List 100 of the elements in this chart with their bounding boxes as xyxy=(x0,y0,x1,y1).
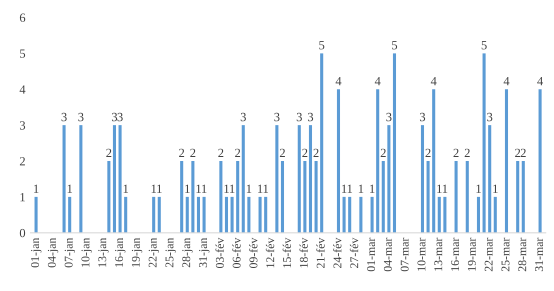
x-tick-label: 15-fév xyxy=(282,238,292,268)
data-label: 3 xyxy=(62,112,67,122)
data-label: 4 xyxy=(430,76,437,86)
bar xyxy=(482,53,486,233)
bar xyxy=(522,161,525,233)
bar xyxy=(107,161,110,233)
x-tick-label: 28-jan xyxy=(182,238,193,268)
data-label: 3 xyxy=(240,112,246,122)
x-tick-label: 04-jan xyxy=(48,238,58,268)
data-label: 5 xyxy=(392,41,398,50)
bar xyxy=(180,161,184,233)
data-label: 2 xyxy=(464,148,470,157)
x-tick-label: 31-mar xyxy=(535,238,544,272)
bar xyxy=(488,125,492,233)
bar xyxy=(382,161,385,233)
bar xyxy=(320,53,324,233)
data-label: 1 xyxy=(185,184,190,193)
data-label: 1 xyxy=(493,184,498,193)
bar xyxy=(432,89,436,233)
x-tick-label: 21-fév xyxy=(316,238,325,268)
x-tick-label: 19-mar xyxy=(468,238,476,271)
bar xyxy=(258,196,262,233)
x-tick-label: 07-jan xyxy=(64,238,76,268)
data-label: 1 xyxy=(196,184,201,193)
bar xyxy=(466,161,469,233)
data-label: 3 xyxy=(112,112,118,122)
bar xyxy=(308,125,312,233)
data-label: 2 xyxy=(106,148,112,157)
data-label: 2 xyxy=(218,148,224,157)
data-label: 1 xyxy=(224,184,229,193)
data-label: 1 xyxy=(152,184,156,193)
data-label: 3 xyxy=(118,112,123,122)
bar xyxy=(34,196,38,233)
x-tick-label: 12-fév xyxy=(266,238,274,268)
bar xyxy=(443,196,446,233)
x-tick-label: 10-jan xyxy=(81,238,92,267)
data-label: 1 xyxy=(358,184,364,193)
bar xyxy=(342,196,346,233)
bar xyxy=(359,196,362,233)
bar xyxy=(454,161,458,233)
data-label: 3 xyxy=(308,112,314,122)
bar xyxy=(476,196,480,233)
bar xyxy=(303,161,306,233)
x-tick-label: 18-fév xyxy=(299,238,308,268)
bar xyxy=(275,125,278,233)
bar xyxy=(426,161,430,233)
x-tick-label: 22-mar xyxy=(484,238,493,272)
bar xyxy=(196,196,200,233)
data-label: 1 xyxy=(437,184,442,193)
bar xyxy=(376,89,380,233)
y-tick-label: 4 xyxy=(20,85,26,94)
data-label: 2 xyxy=(235,148,240,157)
x-tick-label: 01-jan xyxy=(31,238,42,268)
bar xyxy=(264,196,268,233)
data-label: 2 xyxy=(190,148,196,157)
bar xyxy=(186,196,189,233)
bar xyxy=(118,125,122,233)
bar xyxy=(420,125,424,233)
bar xyxy=(68,196,72,233)
data-label: 1 xyxy=(124,184,128,193)
data-label: 2 xyxy=(314,148,319,157)
data-label: 3 xyxy=(78,112,84,122)
bar xyxy=(387,125,390,233)
data-label: 2 xyxy=(280,148,285,157)
data-label: 1 xyxy=(264,184,268,193)
data-label: 1 xyxy=(370,184,374,193)
bar xyxy=(370,196,374,233)
bar xyxy=(219,161,222,233)
bar xyxy=(62,125,66,233)
data-label: 5 xyxy=(482,41,487,50)
data-label: 2 xyxy=(426,148,431,157)
data-label: 2 xyxy=(520,148,526,157)
x-tick-label: 10-mar xyxy=(417,238,426,271)
y-tick-label: 6 xyxy=(20,14,26,22)
bar xyxy=(152,196,156,233)
x-tick-label: 25-jan xyxy=(165,238,176,268)
data-label: 3 xyxy=(386,112,392,122)
bar xyxy=(124,196,128,233)
bar xyxy=(112,125,116,233)
x-tick-label: 24-fév xyxy=(333,238,342,268)
x-tick-label: 28-mar xyxy=(518,238,526,272)
data-label: 3 xyxy=(274,112,280,122)
y-tick-label: 3 xyxy=(20,121,26,130)
bar xyxy=(236,161,240,233)
bar xyxy=(247,196,250,233)
x-tick-label: 31-jan xyxy=(199,238,210,268)
data-label: 4 xyxy=(374,76,381,86)
bar xyxy=(516,161,520,233)
x-tick-label: 06-fév xyxy=(232,238,241,268)
data-label: 4 xyxy=(537,76,544,86)
y-tick-label: 2 xyxy=(20,157,25,166)
bar xyxy=(158,196,161,233)
bar xyxy=(191,161,194,233)
x-tick-label: 01-mar xyxy=(367,238,376,272)
bar xyxy=(242,125,245,233)
data-label: 2 xyxy=(515,148,520,157)
data-label: 1 xyxy=(246,184,252,193)
bar xyxy=(280,161,284,233)
data-label: 3 xyxy=(487,112,492,122)
data-label: 1 xyxy=(202,184,206,193)
